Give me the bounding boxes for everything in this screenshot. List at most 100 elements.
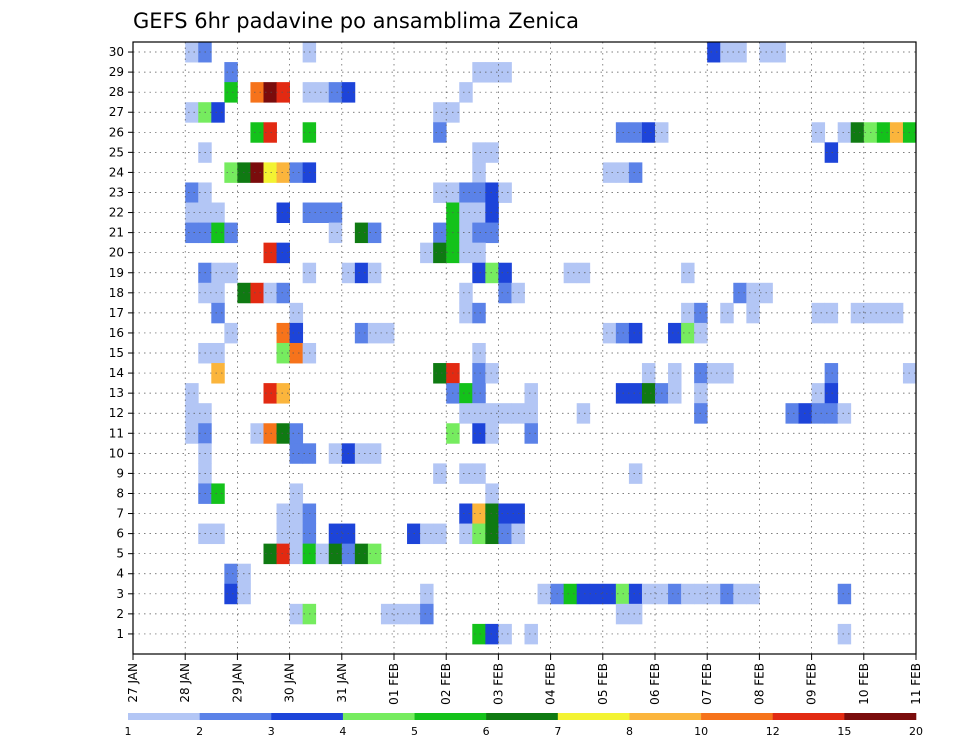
heatmap-cell: [224, 222, 238, 244]
heatmap-cell: [394, 603, 408, 625]
heatmap-cell: [459, 523, 473, 545]
heatmap-cell: [433, 222, 447, 244]
heatmap-cell: [354, 322, 369, 344]
heatmap-cell: [733, 42, 747, 63]
x-tick-label: 03 FEB: [491, 663, 505, 705]
y-tick-label: 10: [109, 446, 124, 460]
heatmap-cell: [420, 242, 434, 264]
heatmap-cell: [367, 543, 382, 565]
x-tick-label: 08 FEB: [752, 663, 766, 705]
heatmap-cell: [289, 162, 304, 183]
heatmap-cell: [289, 523, 304, 545]
heatmap-cell: [289, 342, 304, 364]
colorbar-swatch: [844, 713, 917, 720]
heatmap-cell: [850, 302, 865, 324]
y-tick-label: 24: [109, 165, 124, 179]
heatmap-cell: [498, 262, 512, 284]
colorbar-swatch: [486, 713, 559, 720]
heatmap-cell: [276, 383, 290, 404]
heatmap-cell: [250, 122, 264, 143]
heatmap-cell: [224, 322, 238, 344]
heatmap-cell: [837, 623, 852, 645]
heatmap-cell: [641, 122, 656, 143]
y-tick-label: 18: [109, 286, 124, 300]
heatmap-cell: [472, 142, 486, 163]
heatmap-cell: [328, 82, 343, 103]
heatmap-cell: [185, 202, 199, 223]
heatmap-cell: [733, 282, 747, 304]
heatmap-cell: [485, 623, 499, 645]
heatmap-cell: [211, 102, 225, 123]
heatmap-cell: [433, 242, 447, 264]
y-tick-label: 16: [109, 326, 124, 340]
heatmap-cell: [681, 262, 695, 284]
colorbar-label: 2: [196, 725, 203, 738]
heatmap-cell: [641, 383, 656, 404]
heatmap-cell: [185, 403, 199, 424]
x-tick-label: 31 JAN: [335, 663, 349, 703]
y-tick-label: 3: [116, 587, 124, 601]
y-tick-label: 13: [109, 386, 124, 400]
colorbar-swatch: [629, 713, 702, 720]
heatmap-cell: [263, 162, 277, 183]
heatmap-cell: [459, 202, 473, 223]
heatmap-cell: [498, 62, 512, 83]
colorbar-label: 3: [268, 725, 275, 738]
heatmap-cell: [733, 583, 747, 605]
heatmap-cell: [211, 282, 225, 304]
heatmap-cell: [641, 363, 656, 384]
y-tick-label: 2: [116, 607, 124, 621]
heatmap-cell: [185, 423, 199, 444]
heatmap-cell: [185, 42, 199, 63]
heatmap-cell: [289, 302, 304, 324]
heatmap-cell: [811, 403, 826, 424]
heatmap-cell: [824, 363, 839, 384]
heatmap-cell: [485, 262, 499, 284]
heatmap-cell: [524, 423, 538, 444]
y-tick-label: 26: [109, 125, 124, 139]
heatmap-cell: [811, 383, 826, 404]
heatmap-cell: [746, 282, 760, 304]
heatmap-cell: [472, 242, 486, 264]
heatmap-cell: [263, 282, 277, 304]
x-tick-label: 28 JAN: [178, 663, 192, 703]
heatmap-cell: [224, 583, 238, 605]
colorbar-label: 6: [483, 725, 490, 738]
x-tick-label: 27 JAN: [126, 663, 140, 703]
colorbar-label: 1: [125, 725, 132, 738]
heatmap-cell: [289, 443, 304, 464]
colorbar-swatch: [271, 713, 344, 720]
heatmap-cell: [433, 523, 447, 545]
heatmap-cell: [472, 623, 486, 645]
heatmap-cell: [433, 122, 447, 143]
heatmap-cell: [276, 82, 290, 103]
heatmap-cell: [876, 122, 891, 143]
heatmap-cell: [472, 463, 486, 484]
y-tick-label: 27: [109, 105, 124, 119]
x-tick-label: 29 JAN: [230, 663, 244, 703]
heatmap-cell: [250, 282, 264, 304]
heatmap-cell: [224, 62, 238, 83]
heatmap-cell: [602, 583, 617, 605]
heatmap-cell: [328, 202, 343, 223]
colorbar-label: 20: [909, 725, 923, 738]
heatmap-cell: [211, 523, 225, 545]
heatmap-cell: [380, 603, 395, 625]
heatmap-cell: [459, 383, 473, 404]
heatmap-cell: [276, 423, 290, 444]
heatmap-cell: [433, 182, 447, 203]
y-tick-label: 8: [116, 486, 124, 500]
heatmap-cell: [276, 523, 290, 545]
heatmap-cell: [433, 363, 447, 384]
heatmap-cell: [824, 383, 839, 404]
y-tick-label: 15: [109, 346, 124, 360]
heatmap-cell: [354, 222, 369, 244]
y-tick-label: 23: [109, 185, 124, 199]
y-tick-label: 12: [109, 406, 124, 420]
heatmap-cell: [211, 222, 225, 244]
heatmap-cell: [263, 242, 277, 264]
heatmap-cell: [537, 583, 551, 605]
heatmap-cell: [720, 583, 734, 605]
heatmap-cell: [837, 583, 852, 605]
heatmap-cell: [315, 543, 330, 565]
